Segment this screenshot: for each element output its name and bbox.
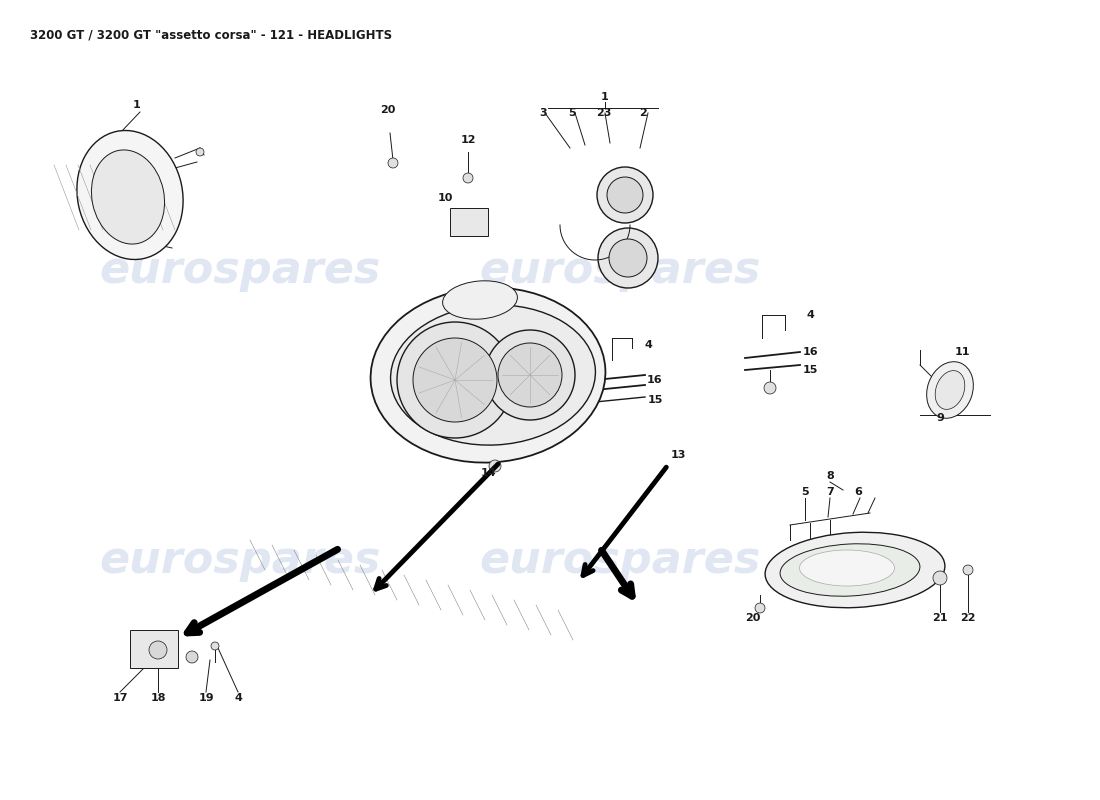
- Ellipse shape: [371, 287, 605, 462]
- Circle shape: [607, 177, 644, 213]
- Text: 18: 18: [151, 693, 166, 703]
- Text: 4: 4: [234, 693, 242, 703]
- Text: eurospares: eurospares: [480, 538, 761, 582]
- Text: 7: 7: [826, 487, 834, 497]
- Ellipse shape: [935, 370, 965, 410]
- Bar: [130, 630, 178, 668]
- Text: 17: 17: [112, 693, 128, 703]
- Text: 6: 6: [854, 487, 862, 497]
- Circle shape: [397, 322, 513, 438]
- Ellipse shape: [77, 130, 183, 259]
- Text: 20: 20: [746, 613, 761, 623]
- Circle shape: [211, 642, 219, 650]
- Text: 23: 23: [596, 108, 612, 118]
- Text: 4: 4: [806, 310, 814, 320]
- Text: 1: 1: [133, 100, 141, 110]
- Circle shape: [490, 460, 500, 472]
- Text: 8: 8: [826, 471, 834, 481]
- Text: eurospares: eurospares: [99, 249, 381, 291]
- Circle shape: [463, 173, 473, 183]
- Circle shape: [412, 338, 497, 422]
- Ellipse shape: [780, 544, 920, 596]
- Circle shape: [764, 382, 776, 394]
- Text: 5: 5: [801, 487, 808, 497]
- Ellipse shape: [442, 281, 517, 319]
- Text: 16: 16: [647, 375, 663, 385]
- Text: 9: 9: [936, 413, 944, 423]
- Bar: [450, 208, 488, 236]
- Text: 3: 3: [539, 108, 547, 118]
- Text: 21: 21: [933, 613, 948, 623]
- Circle shape: [388, 158, 398, 168]
- Circle shape: [962, 565, 974, 575]
- Text: 2: 2: [639, 108, 647, 118]
- Circle shape: [186, 651, 198, 663]
- Text: 20: 20: [381, 105, 396, 115]
- Text: 4: 4: [645, 340, 652, 350]
- Text: eurospares: eurospares: [480, 249, 761, 291]
- Ellipse shape: [926, 362, 974, 418]
- Text: 3200 GT / 3200 GT "assetto corsa" - 121 - HEADLIGHTS: 3200 GT / 3200 GT "assetto corsa" - 121 …: [30, 28, 392, 41]
- Circle shape: [933, 571, 947, 585]
- Text: 10: 10: [438, 193, 453, 203]
- Text: eurospares: eurospares: [99, 538, 381, 582]
- Circle shape: [148, 641, 167, 659]
- Circle shape: [755, 603, 764, 613]
- Text: 1: 1: [601, 92, 609, 102]
- Text: 16: 16: [802, 347, 817, 357]
- Text: 13: 13: [670, 450, 685, 460]
- Text: 14: 14: [481, 468, 496, 478]
- Circle shape: [609, 239, 647, 277]
- Ellipse shape: [390, 305, 595, 445]
- Text: 5: 5: [569, 108, 575, 118]
- Circle shape: [485, 330, 575, 420]
- Text: 19: 19: [198, 693, 213, 703]
- Text: 15: 15: [647, 395, 662, 405]
- Ellipse shape: [91, 150, 165, 244]
- Text: 22: 22: [960, 613, 976, 623]
- Circle shape: [597, 167, 653, 223]
- Ellipse shape: [800, 550, 894, 586]
- Text: 12: 12: [460, 135, 475, 145]
- Text: 11: 11: [955, 347, 970, 357]
- Ellipse shape: [766, 532, 945, 608]
- Circle shape: [498, 343, 562, 407]
- Text: 15: 15: [802, 365, 817, 375]
- Circle shape: [598, 228, 658, 288]
- Circle shape: [196, 148, 204, 156]
